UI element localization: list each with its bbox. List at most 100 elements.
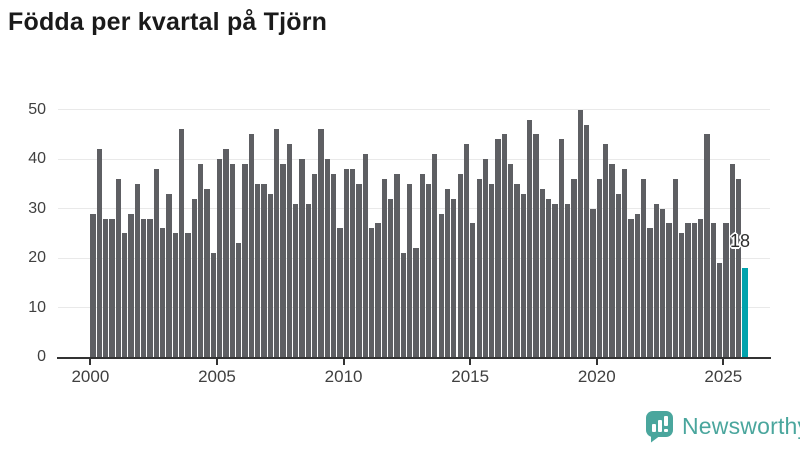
bar (280, 164, 286, 357)
bar (254, 183, 261, 357)
bar (444, 188, 451, 357)
x-axis-line (57, 357, 771, 359)
bar (736, 178, 742, 357)
bar (457, 173, 463, 357)
x-axis-label-2005: 2005 (198, 367, 236, 386)
bar (584, 124, 590, 357)
bar (514, 183, 520, 357)
bar (406, 183, 413, 357)
bar (362, 154, 368, 357)
bar (546, 198, 552, 357)
bar (679, 233, 685, 357)
bar (318, 129, 324, 357)
newsworthy-chart-bubble-icon (645, 410, 674, 443)
bar (204, 188, 210, 357)
bar (723, 223, 729, 357)
bar (349, 169, 356, 357)
newsworthy-logo: Newsworthy (645, 410, 800, 442)
y-axis-label-10: 10 (28, 298, 46, 316)
bar (356, 183, 362, 357)
gridline-y-30 (58, 208, 770, 210)
bar (482, 159, 489, 357)
x-axis-label-2015: 2015 (451, 367, 490, 386)
bar (476, 178, 482, 357)
bar (141, 218, 147, 357)
bar (603, 144, 609, 357)
bar (419, 173, 425, 357)
bar (115, 178, 122, 357)
bar (533, 134, 539, 357)
bar (166, 193, 172, 357)
bar (552, 203, 558, 357)
y-axis-label-20: 20 (28, 249, 46, 267)
bar (311, 173, 318, 357)
bar (527, 119, 533, 357)
highlighted-bar (742, 267, 748, 357)
bar (495, 139, 501, 357)
x-axis-label-2010: 2010 (324, 367, 363, 386)
bar (590, 208, 596, 357)
bar (198, 164, 204, 357)
highlighted-bar-value-label: 18 (730, 231, 751, 251)
bar (394, 173, 400, 357)
bar (470, 223, 476, 357)
bar (558, 139, 565, 357)
bar (717, 263, 723, 357)
bar (660, 208, 666, 357)
x-tick-2015 (469, 359, 472, 365)
bar (109, 218, 115, 357)
bar (691, 223, 697, 357)
bar (273, 129, 280, 357)
y-axis-label-30: 30 (28, 199, 46, 217)
bar (229, 164, 235, 357)
newsworthy-wordmark: Newsworthy (682, 412, 800, 439)
bar (463, 144, 470, 357)
bar (508, 164, 514, 357)
bar (185, 233, 191, 357)
bar (343, 169, 349, 357)
bar (571, 178, 577, 357)
bar (223, 149, 229, 357)
bar (128, 213, 134, 357)
bar (685, 223, 691, 357)
bar (641, 178, 647, 357)
bar (729, 164, 735, 357)
bar (330, 173, 337, 357)
bar (565, 203, 571, 357)
bar (704, 134, 710, 357)
bar (672, 178, 679, 357)
bar (299, 159, 305, 357)
bar (172, 233, 178, 357)
bar (191, 198, 197, 357)
x-tick-2025 (722, 359, 725, 365)
bar (647, 228, 653, 357)
bar (305, 203, 311, 357)
x-axis-label-2025: 2025 (704, 367, 743, 386)
bar (153, 169, 159, 357)
bar (596, 178, 603, 357)
bar (710, 223, 716, 357)
bar (451, 198, 457, 357)
bar (666, 223, 672, 357)
bar (489, 183, 495, 357)
x-tick-2010 (342, 359, 345, 365)
bar (577, 109, 584, 357)
x-tick-2020 (595, 359, 598, 365)
bar (235, 243, 242, 357)
bar (261, 183, 267, 357)
bar (103, 218, 109, 357)
bar (432, 154, 438, 357)
bar (368, 228, 375, 357)
bar (387, 198, 394, 357)
bar (628, 218, 634, 357)
bar (292, 203, 299, 357)
bar (653, 203, 660, 357)
gridline-y-40 (58, 158, 770, 160)
bar (242, 164, 248, 357)
bar (248, 134, 254, 357)
bar (375, 223, 381, 357)
bar (122, 233, 128, 357)
bar (381, 178, 387, 357)
gridline-y-50 (58, 109, 770, 111)
x-axis-label-2000: 2000 (71, 367, 110, 386)
